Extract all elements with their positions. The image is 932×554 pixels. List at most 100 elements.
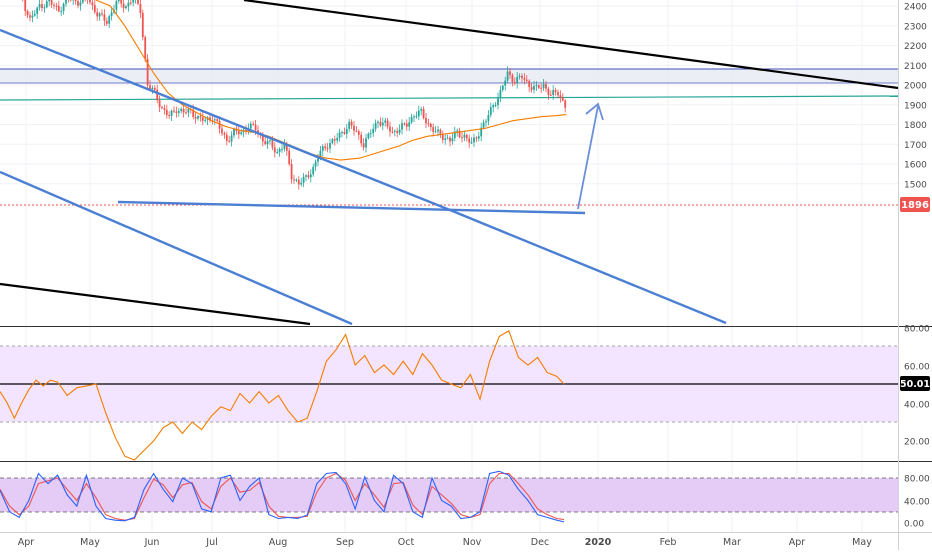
candle-body <box>166 110 168 115</box>
candle-body <box>336 138 338 141</box>
candle-body <box>432 127 434 132</box>
candle-body <box>476 137 478 138</box>
candle-body <box>384 121 386 123</box>
candle-body <box>27 11 29 15</box>
candle-body <box>149 85 151 89</box>
candle-body <box>188 109 190 113</box>
candle-body <box>442 135 444 140</box>
candle-body <box>140 4 142 13</box>
candle-body <box>65 0 67 4</box>
candle-body <box>444 138 446 139</box>
candle-body <box>300 183 302 185</box>
candle-body <box>392 132 394 133</box>
price-tick-label: 1900 <box>904 101 927 111</box>
candle-body <box>353 126 355 131</box>
candle-body <box>123 4 125 8</box>
rsi-value-label: 50.01 <box>900 379 930 390</box>
candle-body <box>380 122 382 126</box>
candle-body <box>370 133 372 134</box>
stochastic-tick-label: 40.00 <box>904 498 930 508</box>
stochastic-tick-label: 80.00 <box>904 475 930 485</box>
candle-body <box>538 85 540 88</box>
rsi-tick-label: 60.00 <box>904 363 930 373</box>
candle-body <box>332 139 334 143</box>
candle-body <box>413 116 415 117</box>
candle-body <box>250 124 252 129</box>
candle-body <box>185 112 187 113</box>
resistance-zone <box>0 69 898 83</box>
candle-body <box>564 101 566 108</box>
candle-body <box>56 6 58 7</box>
candle-body <box>94 5 96 12</box>
candle-body <box>118 0 120 1</box>
candle-body <box>488 115 490 121</box>
candle-body <box>490 107 492 115</box>
candle-body <box>334 139 336 140</box>
last-price-label: 1896 <box>901 200 929 211</box>
candle-body <box>341 132 343 133</box>
candle-body <box>101 13 103 14</box>
candle-body <box>240 132 242 134</box>
candle-body <box>224 133 226 135</box>
candle-body <box>214 119 216 120</box>
candle-body <box>274 147 276 152</box>
candle-body <box>305 175 307 177</box>
candle-body <box>356 131 358 132</box>
candle-body <box>507 71 509 80</box>
candle-body <box>562 98 564 101</box>
candle-body <box>418 111 420 116</box>
candle-body <box>195 117 197 119</box>
candle-body <box>226 135 228 141</box>
candle-body <box>111 12 113 16</box>
candle-body <box>221 129 223 134</box>
candle-body <box>372 129 374 133</box>
candle-body <box>483 122 485 127</box>
price-tick-label: 1600 <box>904 161 927 171</box>
candle-body <box>144 37 146 59</box>
candle-body <box>548 89 550 95</box>
candle-body <box>344 132 346 134</box>
candle-body <box>552 90 554 95</box>
candle-body <box>233 128 235 135</box>
time-tick-label: Nov <box>463 537 482 548</box>
candle-body <box>180 109 182 111</box>
candle-body <box>46 1 48 7</box>
candle-body <box>293 179 295 180</box>
candle-body <box>183 109 185 113</box>
candle-body <box>269 140 271 141</box>
candle-body <box>58 6 60 12</box>
candle-body <box>178 111 180 113</box>
candle-body <box>519 76 521 77</box>
candle-body <box>464 135 466 138</box>
rsi-tick-label: 80.00 <box>904 325 930 335</box>
candle-body <box>291 164 293 179</box>
time-tick-label: Mar <box>723 537 741 548</box>
candle-body <box>382 123 384 126</box>
candle-body <box>560 95 562 97</box>
candle-body <box>497 98 499 105</box>
candle-body <box>358 131 360 135</box>
candle-body <box>368 133 370 138</box>
last-price-badge: 1896 <box>900 197 930 212</box>
candle-body <box>509 71 511 74</box>
candle-body <box>36 8 38 14</box>
candle-body <box>63 4 65 11</box>
candle-body <box>82 0 84 2</box>
candle-body <box>348 122 350 129</box>
candle-body <box>96 12 98 16</box>
candle-body <box>502 86 504 90</box>
candle-body <box>471 142 473 143</box>
candle-body <box>468 138 470 142</box>
candle-body <box>516 77 518 84</box>
candle-body <box>512 75 514 82</box>
candle-body <box>44 7 46 8</box>
price-tick-label: 2300 <box>904 22 927 32</box>
candle-body <box>324 146 326 148</box>
candle-body <box>425 118 427 123</box>
candle-body <box>536 85 538 86</box>
candle-body <box>449 138 451 142</box>
candle-body <box>80 2 82 5</box>
candle-body <box>317 159 319 162</box>
